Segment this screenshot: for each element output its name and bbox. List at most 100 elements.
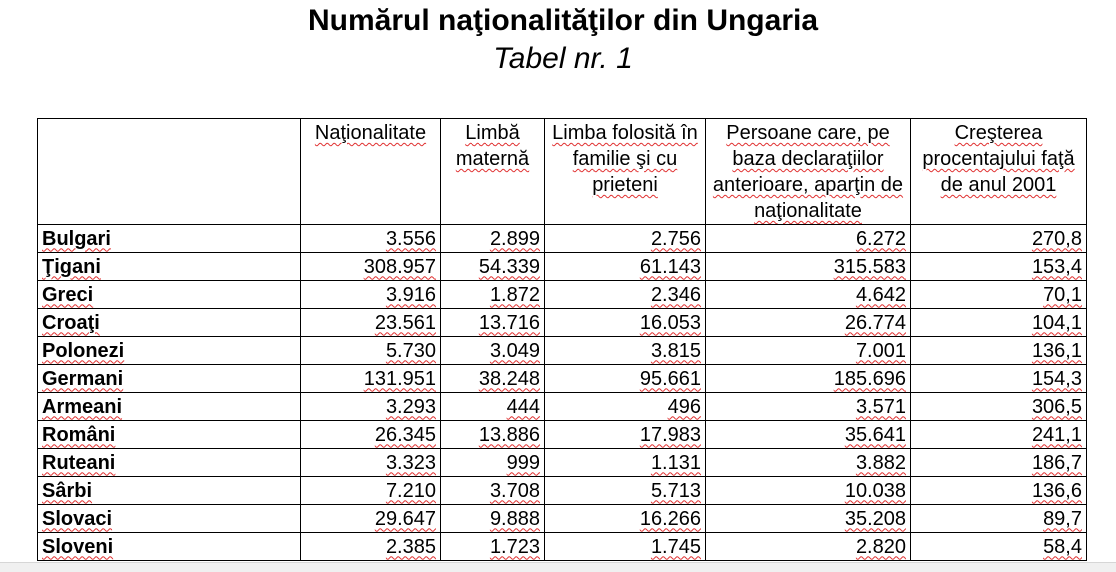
value-text: 3.571 (855, 395, 906, 418)
value-text: 3.882 (855, 451, 906, 474)
value-cell: 5.730 (300, 336, 441, 365)
value-cell: 3.815 (544, 336, 706, 365)
value-cell: 17.983 (544, 420, 706, 449)
value-cell: 35.641 (705, 420, 911, 449)
value-cell: 2.346 (544, 280, 706, 309)
value-text: 1.745 (650, 535, 701, 558)
header-label: Creşterea procentajului faţă de anul 200… (922, 122, 1075, 196)
value-text: 17.983 (639, 423, 701, 446)
value-text: 6.272 (855, 227, 906, 250)
value-cell: 154,3 (910, 364, 1087, 393)
table-body: Bulgari 3.556 2.899 2.756 6.272 270,8 Ţigani 30… (37, 224, 1087, 561)
value-cell: 1.131 (544, 448, 706, 477)
header-label: Persoane care, pe baza declaraţiilor ant… (712, 122, 904, 222)
value-text: 2.899 (489, 227, 540, 250)
nationality-name: Greci (42, 283, 94, 306)
nationality-name: Ruteani (42, 451, 116, 474)
value-text: 23.561 (374, 311, 436, 334)
value-text: 1.131 (650, 451, 701, 474)
header-label: Limbă maternă (455, 122, 530, 170)
nationality-name-cell: Polonezi (37, 336, 301, 365)
value-text: 3.293 (385, 395, 436, 418)
value-cell: 13.716 (440, 308, 545, 337)
value-text: 3.708 (489, 479, 540, 502)
value-cell: 61.143 (544, 252, 706, 281)
nationality-name-cell: Greci (37, 280, 301, 309)
value-cell: 3.323 (300, 448, 441, 477)
value-text: 2.820 (855, 535, 906, 558)
value-cell: 270,8 (910, 224, 1087, 253)
value-cell: 70,1 (910, 280, 1087, 309)
value-cell: 9.888 (440, 504, 545, 533)
value-cell: 26.774 (705, 308, 911, 337)
value-text: 1.872 (489, 283, 540, 306)
value-text: 154,3 (1031, 367, 1082, 390)
value-text: 2.346 (650, 283, 701, 306)
value-cell: 16.053 (544, 308, 706, 337)
nationality-name: Germani (42, 367, 124, 390)
nationality-name: Croaţi (42, 311, 100, 334)
nationality-name-cell: Sârbi (37, 476, 301, 505)
nationality-name-cell: Armeani (37, 392, 301, 421)
value-text: 186,7 (1031, 451, 1082, 474)
value-text: 136,1 (1031, 339, 1082, 362)
value-cell: 315.583 (705, 252, 911, 281)
value-text: 315.583 (833, 255, 906, 278)
value-cell: 3.571 (705, 392, 911, 421)
value-text: 241,1 (1031, 423, 1082, 446)
nationality-name: Români (42, 423, 116, 446)
header-limba-folosita: Limba folosită în familie şi cu prieteni (544, 118, 706, 225)
value-text: 153,4 (1031, 255, 1082, 278)
value-cell: 1.723 (440, 532, 545, 561)
table-row: Ţigani 308.957 54.339 61.143 315.583 153,4 (37, 252, 1087, 281)
value-cell: 38.248 (440, 364, 545, 393)
header-cresterea-procentajului: Creşterea procentajului faţă de anul 200… (910, 118, 1087, 225)
value-text: 3.556 (385, 227, 436, 250)
value-text: 13.716 (478, 311, 540, 334)
value-text: 2.385 (385, 535, 436, 558)
header-label: Naţionalitate (314, 122, 427, 144)
value-text: 306,5 (1031, 395, 1082, 418)
nationality-name: Armeani (42, 395, 123, 418)
value-text: 26.345 (374, 423, 436, 446)
value-cell: 1.872 (440, 280, 545, 309)
value-cell: 4.642 (705, 280, 911, 309)
nationality-name-cell: Români (37, 420, 301, 449)
value-cell: 3.916 (300, 280, 441, 309)
document-subtitle: Tabel nr. 1 (493, 42, 633, 75)
value-cell: 104,1 (910, 308, 1087, 337)
nationality-name-cell: Bulgari (37, 224, 301, 253)
table-row: Slovaci 29.647 9.888 16.266 35.208 89,7 (37, 504, 1087, 533)
header-cell-empty (37, 118, 301, 225)
table-row: Germani 131.951 38.248 95.661 185.696 154,3 (37, 364, 1087, 393)
table-row: Greci 3.916 1.872 2.346 4.642 70,1 (37, 280, 1087, 309)
value-cell: 7.210 (300, 476, 441, 505)
value-text: 16.053 (639, 311, 701, 334)
value-text: 10.038 (844, 479, 906, 502)
value-cell: 306,5 (910, 392, 1087, 421)
header-limba-materna: Limbă maternă (440, 118, 545, 225)
value-cell: 95.661 (544, 364, 706, 393)
value-cell: 136,1 (910, 336, 1087, 365)
value-text: 61.143 (639, 255, 701, 278)
header-persoane-declaratii: Persoane care, pe baza declaraţiilor ant… (705, 118, 911, 225)
value-text: 1.723 (489, 535, 540, 558)
value-cell: 308.957 (300, 252, 441, 281)
value-text: 54.339 (478, 255, 540, 278)
value-text: 9.888 (489, 507, 540, 530)
header-label: Limba folosită în familie şi cu prieteni (552, 122, 698, 196)
value-text: 70,1 (1043, 283, 1082, 306)
value-cell: 2.899 (440, 224, 545, 253)
value-text: 16.266 (639, 507, 701, 530)
value-text: 2.756 (650, 227, 701, 250)
table-row: Armeani 3.293 444 496 3.571 306,5 (37, 392, 1087, 421)
value-text: 104,1 (1031, 311, 1082, 334)
value-text: 13.886 (478, 423, 540, 446)
nationality-name-cell: Ruteani (37, 448, 301, 477)
value-cell: 35.208 (705, 504, 911, 533)
value-cell: 3.049 (440, 336, 545, 365)
bottom-scroll-strip (0, 562, 1116, 572)
nationality-name: Polonezi (42, 339, 125, 362)
value-cell: 13.886 (440, 420, 545, 449)
table-row: Sârbi 7.210 3.708 5.713 10.038 136,6 (37, 476, 1087, 505)
